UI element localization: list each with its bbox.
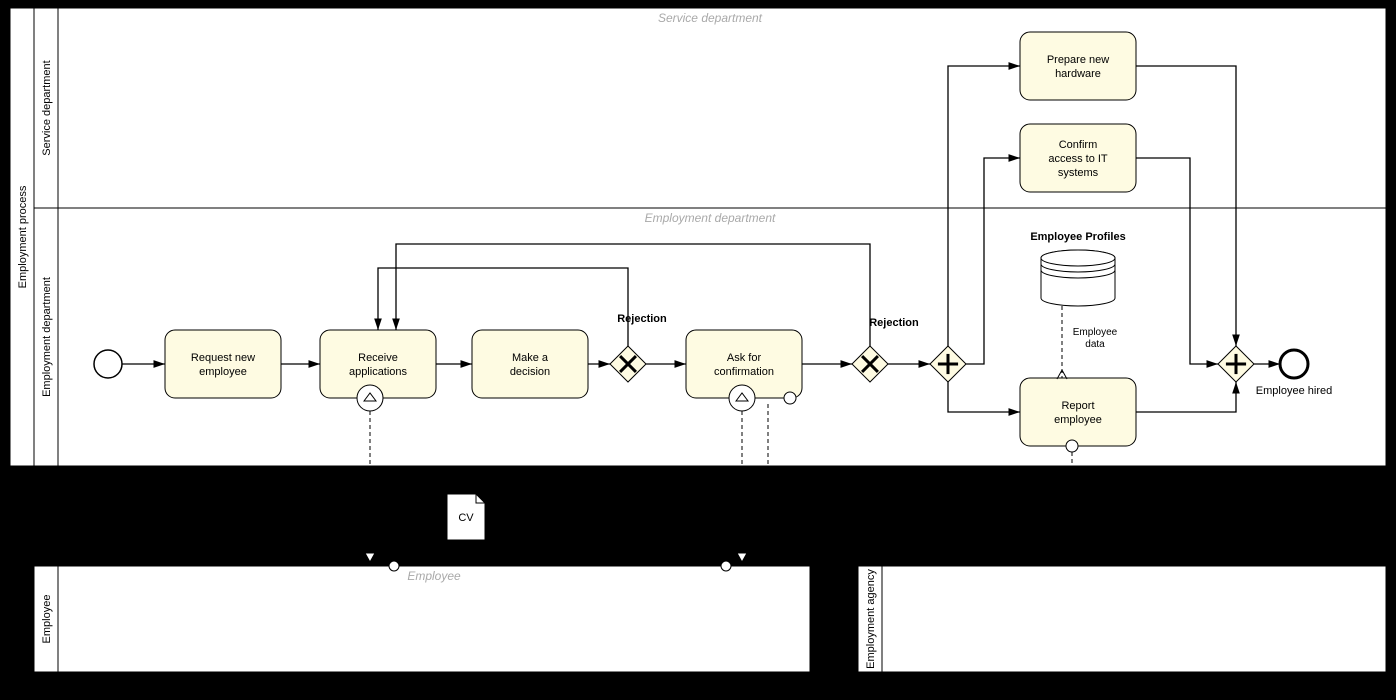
boundary-b_ask_ev: [784, 392, 796, 404]
svg-text:Ask for: Ask for: [727, 352, 762, 364]
start-event: [94, 350, 122, 378]
svg-text:Receive: Receive: [358, 352, 398, 364]
boundary-b_receive_msg: [357, 385, 383, 411]
svg-text:access to IT: access to IT: [1048, 153, 1108, 165]
svg-text:confirmation: confirmation: [714, 366, 774, 378]
end-event: [1280, 350, 1308, 378]
label-rejection-1: Rejection: [617, 313, 667, 325]
svg-text:Prepare new: Prepare new: [1047, 54, 1109, 66]
task-prepare: Prepare new hardware: [1020, 32, 1136, 100]
svg-text:Confirm: Confirm: [1059, 139, 1098, 151]
task-decide: Make a decision: [472, 330, 588, 398]
svg-text:Request new: Request new: [191, 352, 255, 364]
svg-text:CV: CV: [458, 512, 474, 524]
task-request: Request new employee: [165, 330, 281, 398]
svg-text:Report: Report: [1061, 400, 1094, 412]
lane-label-employment: Employment department: [41, 277, 53, 397]
svg-text:systems: systems: [1058, 167, 1099, 179]
svg-text:Make a: Make a: [512, 352, 549, 364]
svg-text:employee: employee: [1054, 414, 1102, 426]
data-object-cv: CV: [447, 494, 485, 540]
boundary-p_emp2: [721, 561, 731, 571]
boundary-p_emp1: [389, 561, 399, 571]
label-employee-data: data: [1085, 339, 1105, 350]
lane-title-service: Service department: [658, 11, 763, 25]
pool-agency-label: Employment agency: [865, 569, 877, 669]
lane-title-employment: Employment department: [645, 211, 776, 225]
data-store-profiles: [1041, 250, 1115, 306]
svg-text:employee: employee: [199, 366, 247, 378]
svg-text:hardware: hardware: [1055, 68, 1101, 80]
end-event-label: Employee hired: [1256, 385, 1332, 397]
lane-label-service: Service department: [41, 60, 53, 155]
pool-agency: [858, 566, 1386, 672]
task-confirm: Confirm access to IT systems: [1020, 124, 1136, 192]
pool-employee-title: Employee: [407, 569, 461, 583]
task-report: Report employee: [1020, 378, 1136, 446]
data-store-label: Employee Profiles: [1030, 231, 1125, 243]
label-rejection-2: Rejection: [869, 317, 919, 329]
svg-text:decision: decision: [510, 366, 550, 378]
pool-title: Employment process: [17, 185, 29, 288]
svg-text:applications: applications: [349, 366, 408, 378]
label-employee-data: Employee: [1073, 327, 1118, 338]
boundary-b_ask_msg: [729, 385, 755, 411]
boundary-b_report_ev: [1066, 440, 1078, 452]
lane-service: [34, 8, 1386, 208]
pool-employee-label: Employee: [41, 595, 53, 644]
assoc-d_cv_mid: [394, 516, 447, 564]
